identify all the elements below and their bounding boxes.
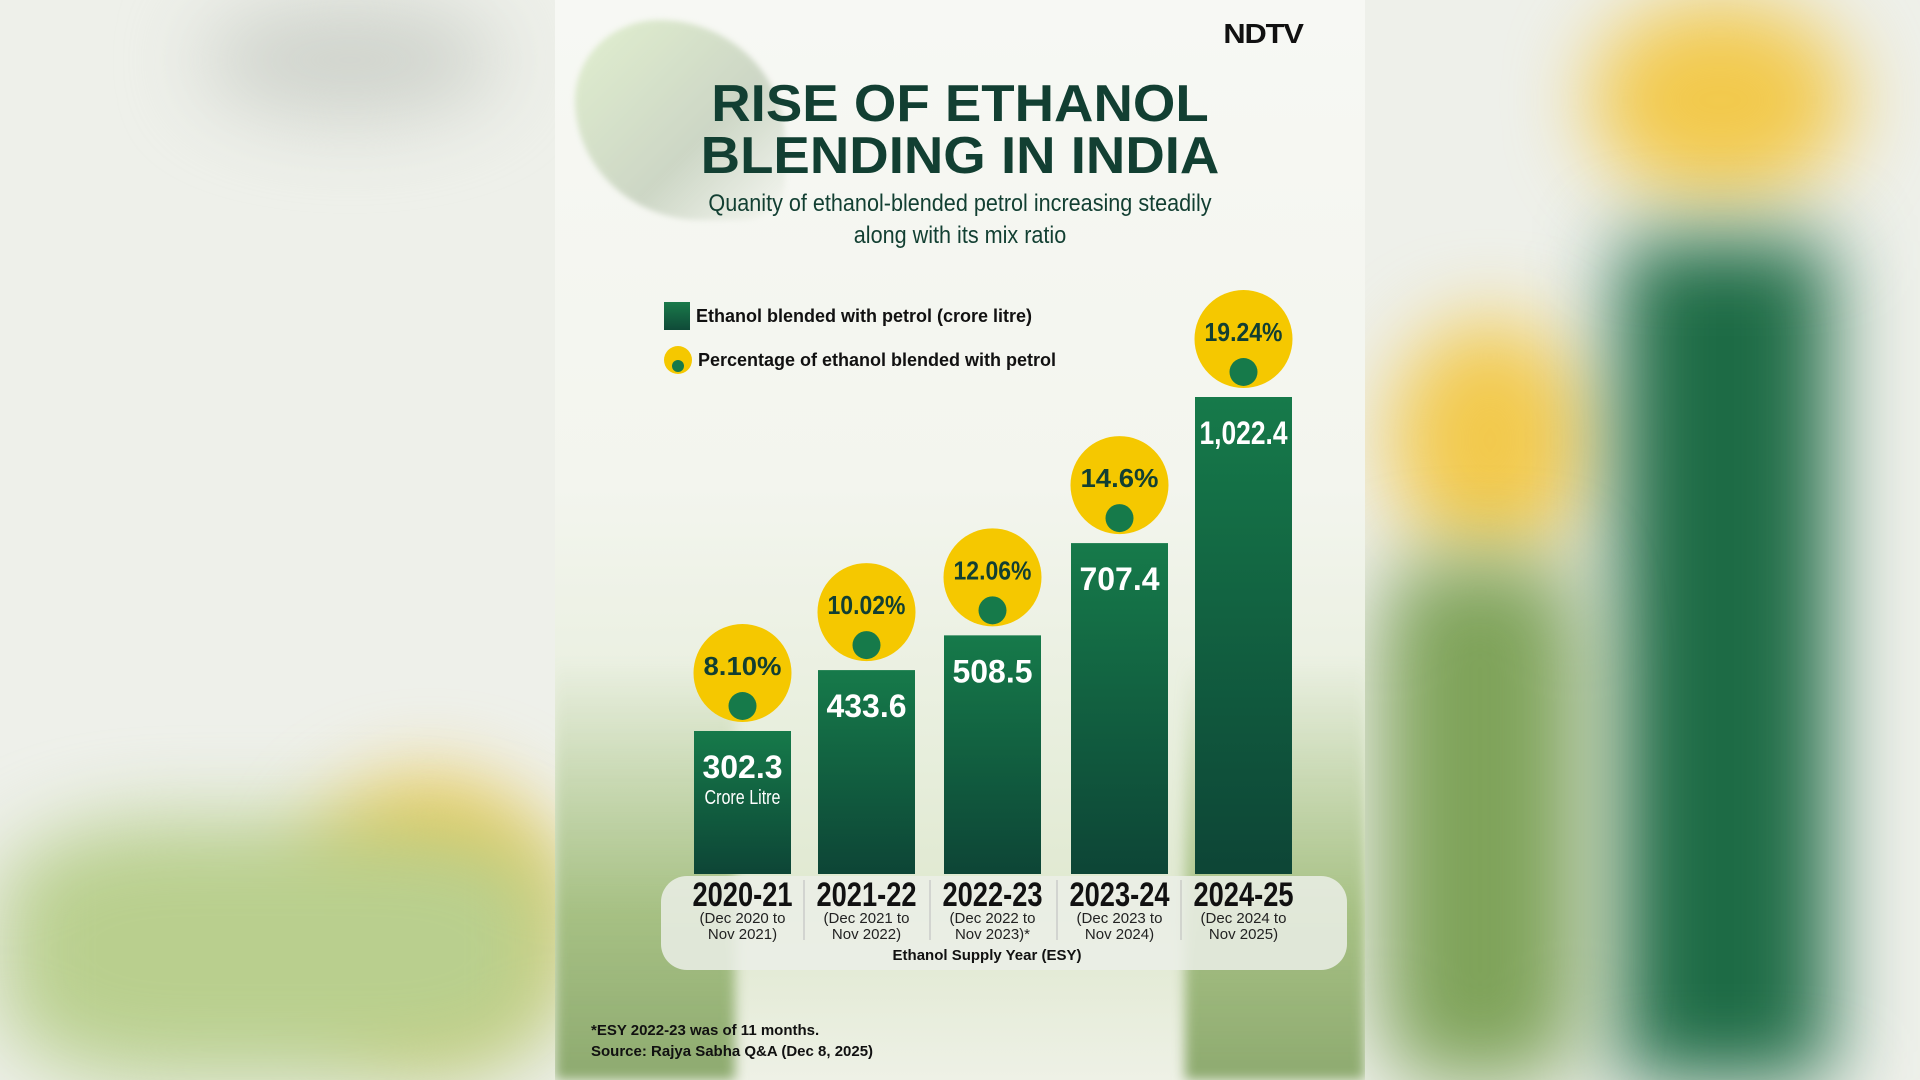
legend-circles-label: Percentage of ethanol blended with petro… [698,349,1057,370]
x-tick-label: 2022-23 [943,876,1043,914]
percent-circle [693,624,792,722]
infographic: NDTV RISE OF ETHANOL BLENDING IN INDIA Q… [555,0,1365,1080]
percent-dot [728,692,757,720]
bar-2024-25 [1195,397,1292,874]
bar-value-label: 302.3 [703,749,783,785]
bar-2022-23 [944,635,1041,874]
legend-bars: Ethanol blended with petrol (crore litre… [664,302,1032,330]
x-tick-sublabel: (Dec 2024 to [1201,910,1287,927]
x-tick-sublabel: (Dec 2022 to [950,910,1036,927]
percent-circle [1194,290,1293,388]
percent-circle [817,563,916,662]
title-line-1: RISE OF ETHANOL [711,75,1209,133]
x-tick-sublabel: Nov 2025) [1209,926,1278,943]
percent-label: 10.02% [828,590,906,620]
bar-value-label: 707.4 [1080,561,1160,597]
subtitle-line-2: along with its mix ratio [853,222,1067,249]
page-title: RISE OF ETHANOL BLENDING IN INDIA [555,78,1365,182]
percent-dot [1229,358,1258,386]
percent-label: 8.10% [704,651,782,681]
legend-circle-swatch [664,346,692,374]
x-tick-label: 2020-21 [693,876,793,914]
subtitle: Quanity of ethanol-blended petrol increa… [596,188,1325,252]
percent-dot [852,631,881,660]
x-tick-sublabel: (Dec 2021 to [824,910,910,927]
footnote: *ESY 2022-23 was of 11 months. [591,1022,820,1039]
subtitle-line-1: Quanity of ethanol-blended petrol increa… [708,190,1212,217]
percent-label: 19.24% [1205,317,1283,347]
bar-unit-label: Crore Litre [705,787,781,809]
source-note: Source: Rajya Sabha Q&A (Dec 8, 2025) [591,1043,874,1060]
percent-dot [978,596,1007,625]
x-axis-title: Ethanol Supply Year (ESY) [893,947,1082,964]
x-tick-label: 2021-22 [817,876,917,914]
bar-2021-22 [818,670,915,874]
legend-bars-label: Ethanol blended with petrol (crore litre… [696,305,1033,326]
percent-label: 12.06% [954,555,1032,585]
percent-dot [1105,504,1134,533]
x-axis-band [661,876,1347,970]
percent-label: 14.6% [1081,463,1159,493]
ndtv-logo: NDTV [1223,18,1304,49]
bar-value-label: 433.6 [827,688,907,724]
title-line-2: BLENDING IN INDIA [700,127,1220,185]
legend-bar-swatch [664,302,690,330]
percent-circle [943,528,1042,627]
x-tick-sublabel: Nov 2024) [1085,926,1154,943]
x-tick-sublabel: (Dec 2020 to [700,910,786,927]
x-tick-label: 2024-25 [1194,876,1294,914]
x-tick-sublabel: Nov 2022) [832,926,901,943]
x-tick-sublabel: Nov 2023)* [955,926,1030,943]
legend-circles: Percentage of ethanol blended with petro… [664,346,1056,374]
bar-value-label: 1,022.4 [1200,415,1288,451]
bar-value-label: 508.5 [953,653,1033,689]
bar-2023-24 [1071,543,1168,874]
percent-circle [1070,436,1169,535]
bar-2020-21 [694,731,791,874]
x-tick-label: 2023-24 [1070,876,1170,914]
x-tick-sublabel: (Dec 2023 to [1077,910,1163,927]
x-tick-sublabel: Nov 2021) [708,926,777,943]
